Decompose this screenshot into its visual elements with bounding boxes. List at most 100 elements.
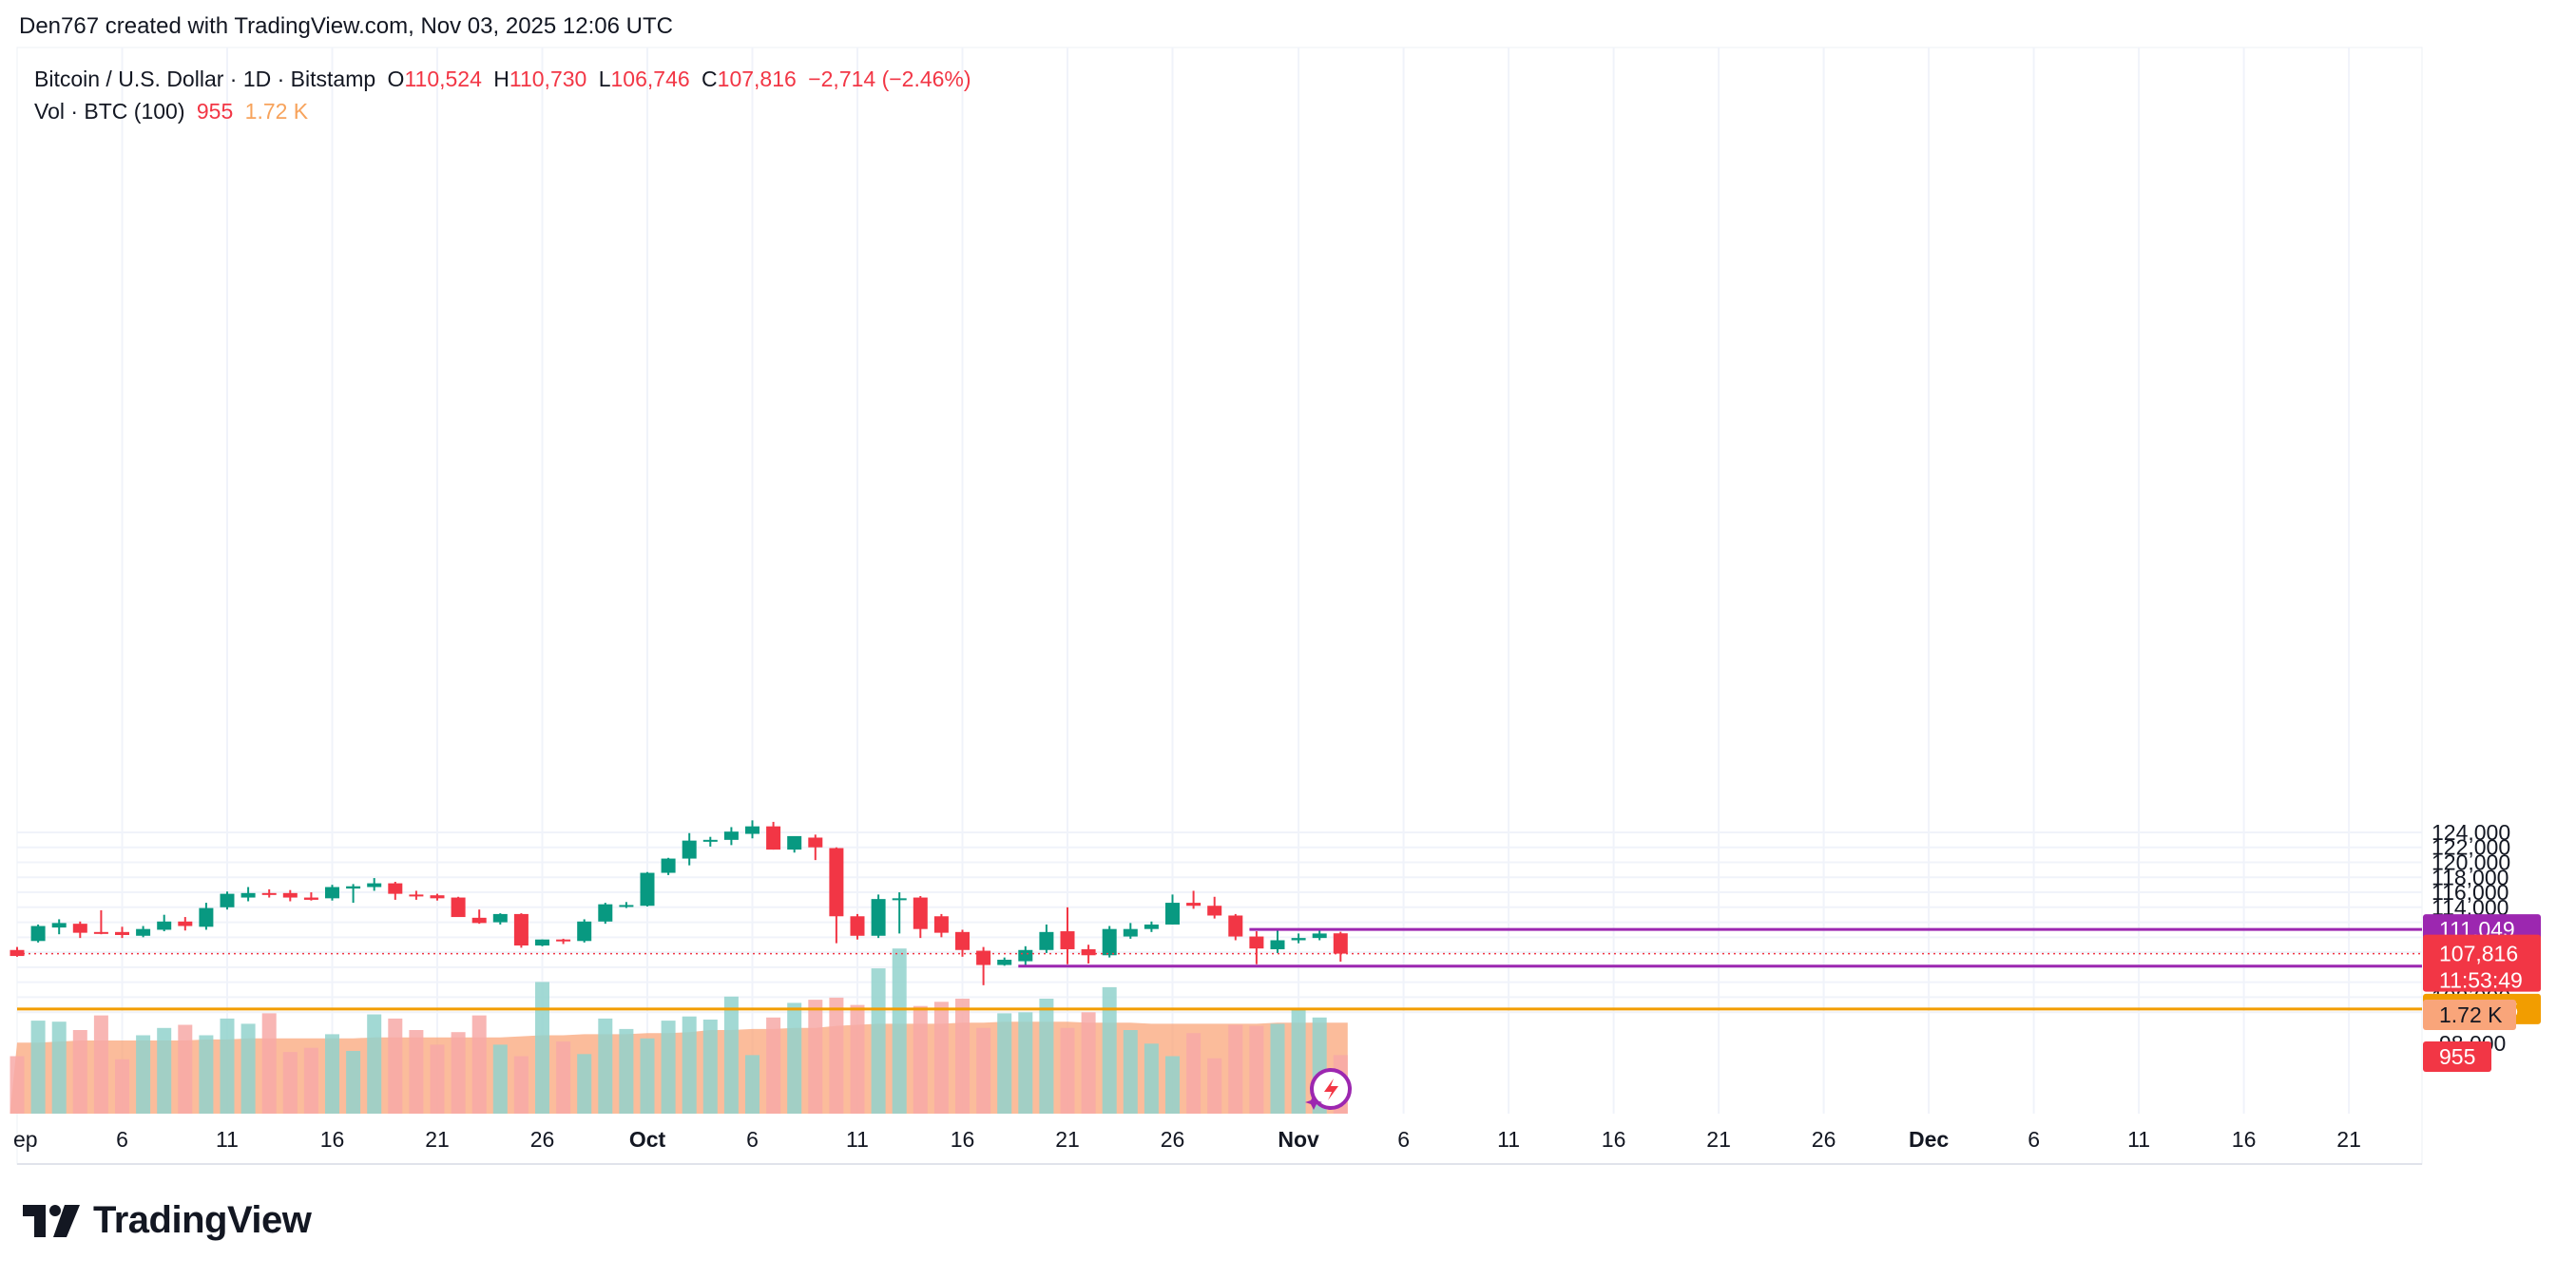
volume-bar: [850, 1004, 865, 1114]
chart-grid: [16, 47, 2423, 1165]
candle-body: [325, 887, 339, 899]
volume-ma-tag-bg: [2423, 1000, 2516, 1030]
candle-body: [787, 835, 802, 850]
candle-body: [1102, 928, 1117, 956]
volume-bar: [997, 1013, 1012, 1114]
candle-body: [367, 883, 382, 888]
low-value: 106,746: [610, 67, 690, 91]
tradingview-logo-icon: [23, 1204, 80, 1237]
time-tick-label: 16: [951, 1127, 975, 1152]
candle-body: [577, 921, 592, 942]
volume-value: 955: [196, 99, 234, 124]
candle-body: [261, 892, 277, 895]
last-price-tag: 107,816: [2439, 942, 2518, 966]
time-tick-label: 6: [1397, 1127, 1410, 1152]
volume-ma-value: 1.72 K: [244, 99, 309, 124]
volume-bar: [913, 1005, 928, 1114]
volume-bar: [933, 1002, 949, 1114]
volume-bar: [178, 1024, 193, 1114]
time-tick-label: 6: [2028, 1127, 2040, 1152]
candle-body: [388, 883, 403, 894]
volume-bar: [451, 1032, 466, 1114]
volume-bar: [556, 1041, 571, 1114]
low-label: L: [598, 67, 611, 91]
candle-body: [451, 897, 466, 918]
volume-bar: [409, 1030, 424, 1114]
chart-attribution: Den767 created with TradingView.com, Nov…: [19, 13, 673, 39]
volume-bar: [745, 1055, 759, 1114]
candlestick-series: [10, 820, 1348, 985]
volume-bar: [661, 1021, 676, 1114]
time-tick-label: 26: [1161, 1127, 1185, 1152]
close-value: 107,816: [717, 67, 797, 91]
volume-bar: [51, 1021, 67, 1114]
volume-bar: [577, 1054, 592, 1114]
time-tick-label: 16: [320, 1127, 345, 1152]
candle-body: [409, 894, 424, 897]
time-tick-label: 11: [2127, 1127, 2150, 1152]
volume-bar: [136, 1035, 151, 1114]
volume-bar: [72, 1030, 87, 1114]
volume-bar: [1123, 1030, 1138, 1114]
volume-ma-tag: 1.72 K: [2439, 1002, 2503, 1027]
time-tick-label: 21: [2336, 1127, 2361, 1152]
volume-bar: [261, 1013, 277, 1114]
time-tick-label: 26: [530, 1127, 555, 1152]
volume-bar: [640, 1038, 655, 1114]
candle-body: [1018, 949, 1033, 962]
symbol-title[interactable]: Bitcoin / U.S. Dollar · 1D · Bitstamp: [34, 67, 376, 91]
candle-body: [661, 858, 676, 873]
candle-body: [430, 895, 445, 899]
volume-bar: [430, 1044, 445, 1114]
candle-body: [1270, 940, 1285, 949]
volume-bar: [1291, 1009, 1306, 1114]
candle-body: [745, 826, 759, 834]
candle-body: [913, 897, 928, 929]
candle-body: [1144, 924, 1159, 929]
volume-bar: [702, 1020, 718, 1114]
time-axis: ep 6 11 16 21 26 Oct 6 11 16 21 26 Nov 6 11 16 21 26 Dec 6 1…: [13, 1127, 2422, 1165]
candle-body: [702, 839, 718, 842]
volume-bar: [1102, 986, 1117, 1114]
candle-body: [1249, 936, 1264, 949]
volume-bar: [282, 1052, 298, 1114]
volume-bar: [115, 1059, 129, 1114]
open-value: 110,524: [404, 67, 482, 91]
price-tick-label: 116,000: [2432, 880, 2509, 905]
candle-body: [619, 905, 634, 907]
alert-icon[interactable]: [1305, 1068, 1352, 1110]
volume-bar: [1081, 1012, 1096, 1114]
volume-bar: [1018, 1012, 1033, 1114]
candle-body: [157, 921, 172, 930]
candle-body: [1333, 933, 1348, 954]
candle-body: [471, 917, 487, 924]
candle-body: [850, 916, 865, 936]
price-tick-label: 120,000: [2432, 850, 2510, 875]
volume-bar: [1270, 1023, 1285, 1114]
tradingview-logo[interactable]: TradingView: [23, 1199, 312, 1242]
volume-bar: [199, 1035, 214, 1114]
time-tick-label: 16: [1602, 1127, 1626, 1152]
volume-label[interactable]: Vol · BTC (100): [34, 99, 185, 124]
close-label: C: [702, 67, 718, 91]
candle-body: [1123, 928, 1138, 937]
candle-body: [1228, 915, 1243, 937]
volume-bar: [976, 1027, 991, 1114]
volume-bar: [1165, 1056, 1180, 1114]
volume-bar: [492, 1044, 508, 1114]
volume-bar: [829, 997, 844, 1114]
time-tick-label: Nov: [1278, 1127, 1319, 1152]
volume-bar: [619, 1028, 634, 1114]
candle-body: [30, 926, 46, 942]
horizontal-lines: [17, 927, 2422, 1011]
candle-body: [955, 931, 970, 950]
candle-body: [178, 921, 193, 926]
volume-bar: [723, 996, 739, 1114]
candle-body: [220, 893, 235, 907]
candle-body: [240, 892, 256, 898]
candle-body: [723, 831, 739, 840]
candle-body: [72, 924, 87, 933]
change-value: −2,714 (−2.46%): [808, 67, 971, 91]
volume-bar: [513, 1056, 529, 1114]
